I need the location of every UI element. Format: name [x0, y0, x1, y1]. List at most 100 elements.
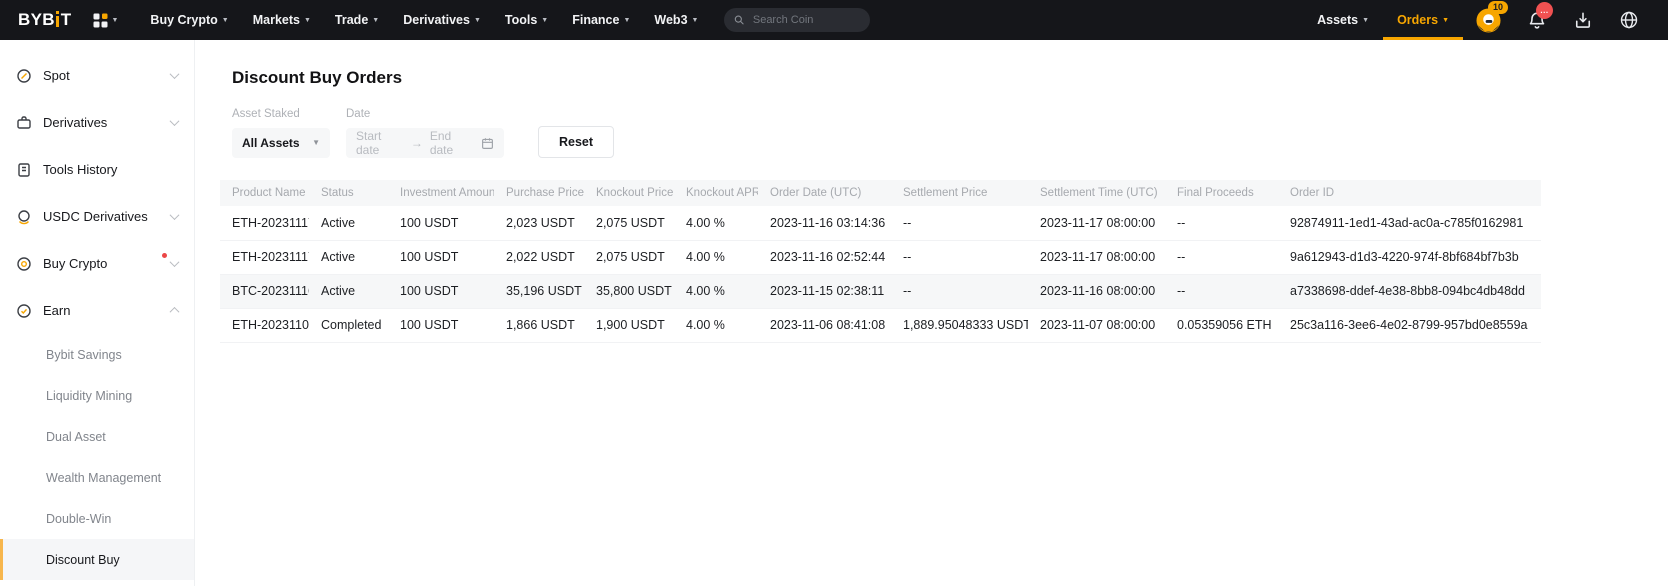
col-investment-amount: Investment Amount	[388, 180, 494, 206]
cell-settlement-time: 2023-11-17 08:00:00	[1028, 240, 1165, 275]
nav-assets[interactable]: Assets ▼	[1317, 13, 1370, 27]
cell-product-name: ETH-20231117	[220, 206, 309, 241]
sidebar-item-derivatives[interactable]: Derivatives	[0, 99, 194, 146]
cell-product-name: ETH-20231117	[220, 240, 309, 275]
sidebar-subitem-wealth-management[interactable]: Wealth Management	[46, 470, 162, 485]
cell-settlement-price: 1,889.95048333 USDT	[891, 308, 1028, 343]
sidebar-item-usdc-derivatives[interactable]: USDC Derivatives	[0, 193, 194, 240]
cell-investment-amount: 100 USDT	[388, 206, 494, 241]
col-product-name: Product Name	[220, 180, 309, 206]
sidebar-item-spot[interactable]: Spot	[0, 52, 194, 99]
nav-markets[interactable]: Markets ▼	[252, 13, 311, 27]
col-order-date: Order Date (UTC)	[758, 180, 891, 206]
cell-order-date: 2023-11-15 02:38:11	[758, 274, 891, 309]
chat-count-badge: 10	[1488, 0, 1509, 15]
cell-knockout-apr: 4.00 %	[674, 274, 758, 309]
table-header-row: Product Name Status Investment Amount Pu…	[220, 180, 1541, 206]
cell-investment-amount: 100 USDT	[388, 240, 494, 275]
search-box[interactable]	[724, 8, 871, 32]
table-row: BTC-20231116 Active 100 USDT 35,196 USDT…	[220, 274, 1541, 309]
reset-button[interactable]: Reset	[538, 126, 615, 158]
cell-settlement-price: --	[891, 240, 1028, 275]
sidebar-item-buy-crypto[interactable]: Buy Crypto	[0, 240, 194, 287]
cell-knockout-price: 35,800 USDT	[584, 274, 674, 309]
date-range-picker[interactable]: Start date → End date	[346, 128, 504, 158]
cell-purchase-price: 35,196 USDT	[494, 274, 584, 309]
chevron-down-icon: ▼	[541, 16, 549, 24]
globe-icon	[1620, 11, 1638, 29]
sidebar-subitem-dual-asset[interactable]: Dual Asset	[46, 429, 106, 444]
cell-settlement-time: 2023-11-17 08:00:00	[1028, 206, 1165, 241]
asset-staked-label: Asset Staked	[232, 108, 300, 120]
start-date-placeholder: Start date	[356, 129, 382, 157]
usdc-coin-icon	[18, 209, 30, 224]
col-knockout-apr: Knockout APR	[674, 180, 758, 206]
language-button[interactable]	[1619, 10, 1639, 30]
chevron-down-icon: ▼	[303, 16, 311, 24]
nav-tools[interactable]: Tools ▼	[504, 13, 549, 27]
chevron-down-icon	[169, 257, 180, 268]
bybit-logo[interactable]: BYB T	[18, 10, 71, 30]
spot-icon	[17, 68, 31, 83]
calendar-icon	[481, 137, 494, 150]
notifications-button[interactable]: ...	[1527, 2, 1553, 30]
support-chat-button[interactable]: 10	[1476, 0, 1509, 33]
sidebar-subitem-discount-buy[interactable]: Discount Buy	[0, 539, 194, 580]
table-row: ETH-20231117 Active 100 USDT 2,023 USDT …	[220, 206, 1541, 241]
filters-bar: Asset Staked All Assets ▼ Date Start dat…	[232, 108, 1541, 158]
cell-final-proceeds: --	[1165, 274, 1278, 309]
cell-purchase-price: 2,023 USDT	[494, 206, 584, 241]
col-order-id: Order ID	[1278, 180, 1541, 206]
chevron-down-icon: ▼	[372, 16, 380, 24]
download-app-button[interactable]	[1573, 10, 1593, 30]
sidebar-subitem-liquidity-mining[interactable]: Liquidity Mining	[46, 388, 133, 403]
cell-order-date: 2023-11-16 02:52:44	[758, 240, 891, 275]
cell-product-name: ETH-20231107	[220, 308, 309, 343]
date-label: Date	[346, 108, 371, 120]
logo-text-prefix: BYB	[18, 10, 55, 29]
document-icon	[18, 162, 30, 177]
cell-knockout-apr: 4.00 %	[674, 240, 758, 275]
cell-investment-amount: 100 USDT	[388, 308, 494, 343]
asset-staked-select[interactable]: All Assets ▼	[232, 128, 330, 158]
nav-derivatives[interactable]: Derivatives ▼	[403, 13, 481, 27]
cell-settlement-time: 2023-11-16 08:00:00	[1028, 274, 1165, 309]
cell-status: Active	[309, 274, 388, 309]
cell-settlement-time: 2023-11-07 08:00:00	[1028, 308, 1165, 343]
sidebar-item-earn[interactable]: Earn	[0, 287, 194, 334]
app-grid-menu[interactable]: ▼	[93, 13, 118, 28]
cell-settlement-price: --	[891, 206, 1028, 241]
sidebar: Spot Derivatives Tools History USDC Deri…	[0, 40, 195, 586]
cell-final-proceeds: 0.05359056 ETH	[1165, 308, 1278, 343]
nav-trade[interactable]: Trade ▼	[334, 13, 380, 27]
derivatives-icon	[17, 115, 31, 129]
nav-web3[interactable]: Web3 ▼	[654, 13, 699, 27]
arrow-right-icon: →	[410, 136, 423, 150]
chevron-down-icon: ▼	[221, 16, 229, 24]
nav-orders[interactable]: Orders ▼	[1383, 0, 1463, 40]
col-knockout-price: Knockout Price	[584, 180, 674, 206]
col-status: Status	[309, 180, 388, 206]
cell-knockout-apr: 4.00 %	[674, 206, 758, 241]
chevron-down-icon: ▼	[1442, 16, 1449, 24]
col-purchase-price: Purchase Price	[494, 180, 584, 206]
cell-order-id: 9a612943-d1d3-4220-974f-8bf684bf7b3b	[1278, 240, 1541, 275]
table-row: ETH-20231107 Completed 100 USDT 1,866 US…	[220, 308, 1541, 343]
nav-buy-crypto[interactable]: Buy Crypto ▼	[150, 13, 229, 27]
nav-finance[interactable]: Finance ▼	[572, 13, 631, 27]
cell-knockout-price: 1,900 USDT	[584, 308, 674, 343]
chevron-down-icon: ▼	[691, 16, 699, 24]
primary-nav: Buy Crypto ▼ Markets ▼ Trade ▼ Derivatives ▼…	[138, 0, 710, 40]
end-date-placeholder: End date	[429, 129, 454, 157]
chevron-down-icon	[169, 116, 180, 127]
search-input[interactable]	[750, 13, 861, 27]
sidebar-subitem-double-win[interactable]: Double-Win	[46, 511, 112, 526]
logo-text-suffix: T	[60, 10, 72, 29]
orders-table: Product Name Status Investment Amount Pu…	[220, 180, 1541, 343]
sidebar-item-tools-history[interactable]: Tools History	[0, 146, 194, 193]
sidebar-subitem-bybit-savings[interactable]: Bybit Savings	[46, 347, 122, 362]
cell-settlement-price: --	[891, 274, 1028, 309]
cell-purchase-price: 2,022 USDT	[494, 240, 584, 275]
earn-icon	[17, 303, 31, 318]
chevron-down-icon: ▼	[623, 16, 631, 24]
